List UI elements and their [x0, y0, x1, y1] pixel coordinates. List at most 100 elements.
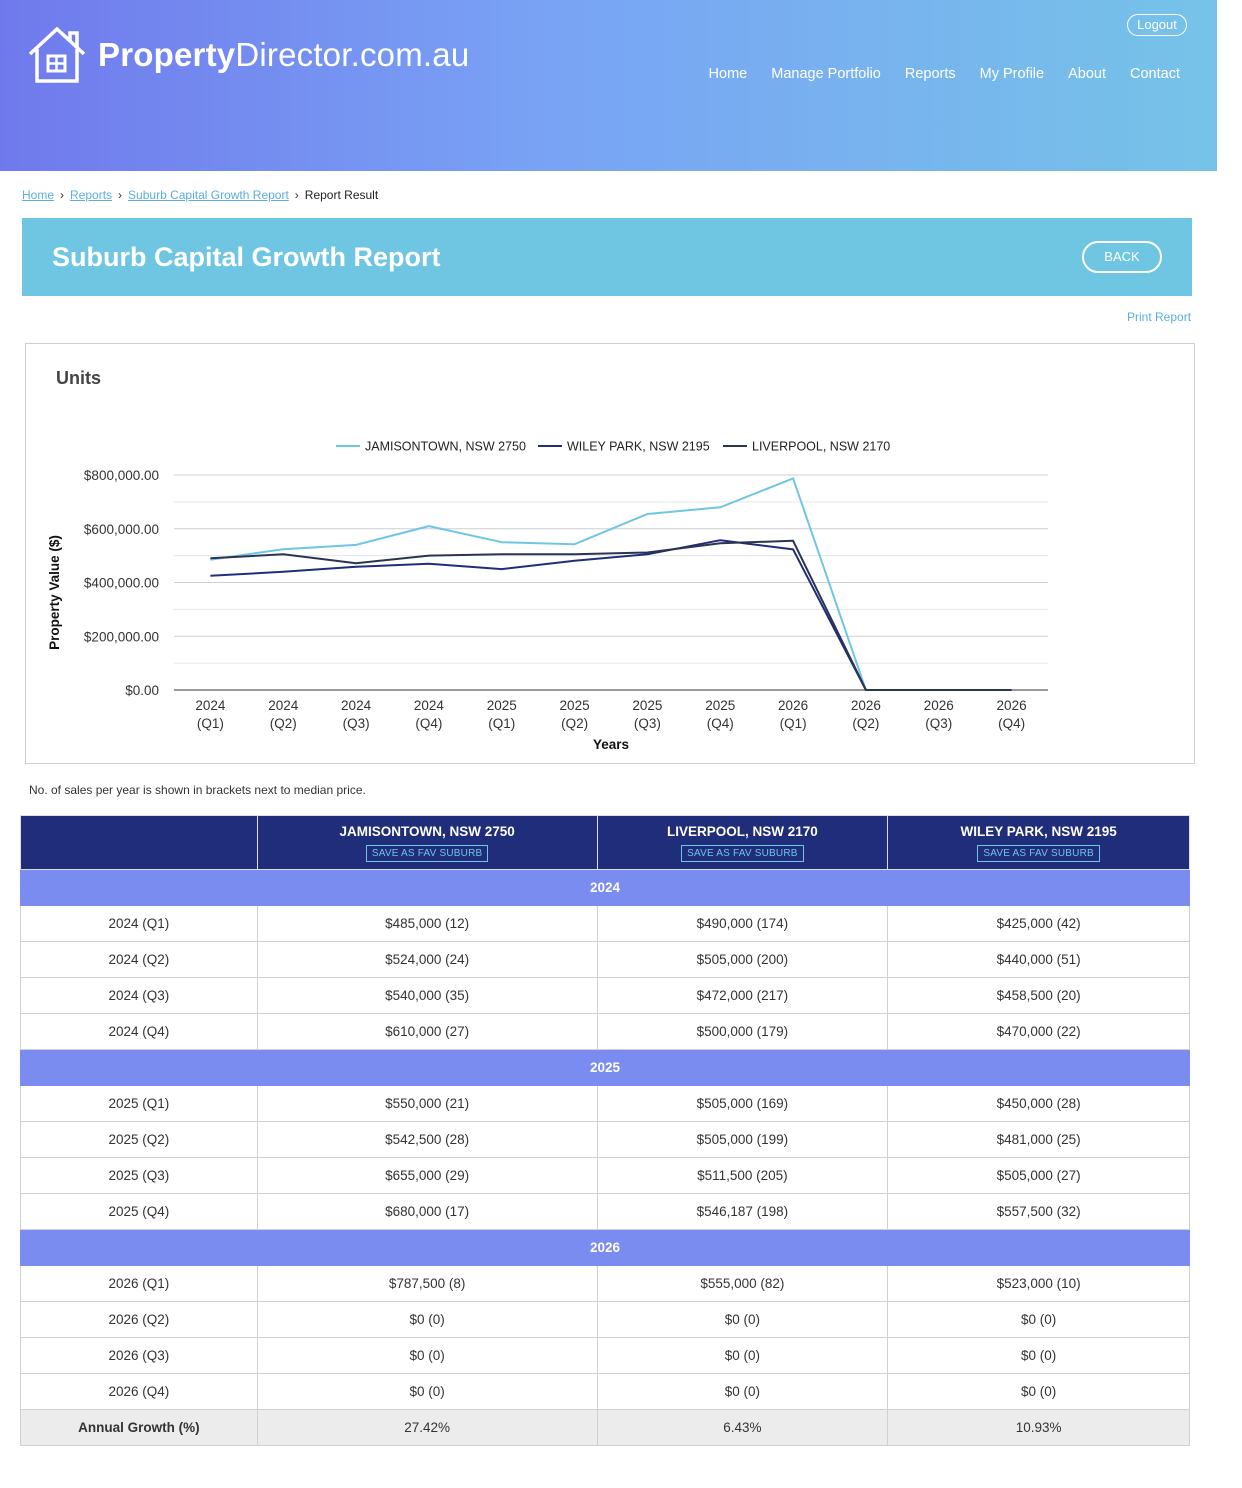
quarter-cell: 2025 (Q4): [20, 1193, 258, 1230]
x-tick-label: 2024: [195, 698, 226, 713]
breadcrumb-suburb-report[interactable]: Suburb Capital Growth Report: [128, 188, 289, 202]
x-tick-label: (Q2): [852, 716, 879, 731]
x-tick-label: 2024: [341, 698, 372, 713]
chevron-right-icon: ›: [118, 188, 123, 202]
value-cell: $505,000 (27): [887, 1157, 1190, 1194]
x-tick-label: (Q3): [634, 716, 661, 731]
value-cell: $505,000 (169): [596, 1085, 889, 1122]
nav-my-profile[interactable]: My Profile: [979, 66, 1045, 82]
save-fav-suburb-button[interactable]: SAVE AS FAV SUBURB: [681, 845, 804, 862]
value-cell: $610,000 (27): [256, 1013, 598, 1050]
year-label: 2026: [20, 1229, 1190, 1266]
year-label: 2024: [20, 869, 1190, 906]
x-tick-label: (Q4): [415, 716, 442, 731]
value-cell: $458,500 (20): [887, 977, 1190, 1014]
breadcrumb: Home › Reports › Suburb Capital Growth R…: [22, 188, 378, 202]
nav-reports[interactable]: Reports: [904, 66, 956, 82]
y-tick-label: $200,000.00: [84, 629, 159, 644]
print-report-link[interactable]: Print Report: [1127, 310, 1192, 324]
x-tick-label: 2025: [560, 698, 590, 713]
breadcrumb-reports[interactable]: Reports: [70, 188, 113, 202]
quarter-cell: 2026 (Q4): [20, 1373, 258, 1410]
growth-table: JAMISONTOWN, NSW 2750 SAVE AS FAV SUBURB …: [20, 815, 1190, 1446]
value-cell: $485,000 (12): [256, 905, 598, 942]
nav-contact[interactable]: Contact: [1130, 66, 1180, 82]
x-tick-label: (Q3): [925, 716, 952, 731]
y-tick-label: $0.00: [125, 683, 159, 698]
quarter-cell: 2024 (Q4): [20, 1013, 258, 1050]
value-cell: $0 (0): [887, 1337, 1190, 1374]
table-row: 2026 (Q4) $0 (0) $0 (0) $0 (0): [20, 1373, 1190, 1410]
year-group-row: 2026: [20, 1229, 1190, 1266]
value-cell: $481,000 (25): [887, 1121, 1190, 1158]
logo-text-bold: Property: [98, 36, 236, 73]
x-tick-label: 2026: [924, 698, 954, 713]
breadcrumb-home[interactable]: Home: [22, 188, 55, 202]
chart-title: Units: [56, 368, 101, 388]
value-cell: $450,000 (28): [887, 1085, 1190, 1122]
table-row: 2025 (Q2) $542,500 (28) $505,000 (199) $481…: [20, 1121, 1190, 1158]
value-cell: $511,500 (205): [596, 1157, 889, 1194]
value-cell: $470,000 (22): [887, 1013, 1190, 1050]
series-line: [210, 539, 1012, 691]
save-fav-suburb-button[interactable]: SAVE AS FAV SUBURB: [977, 845, 1100, 862]
table-row: 2026 (Q1) $787,500 (8) $555,000 (82) $523,0…: [20, 1265, 1190, 1302]
site-logo[interactable]: PropertyDirector.com.au: [26, 24, 469, 86]
column-header-label: LIVERPOOL, NSW 2170: [666, 824, 818, 839]
growth-label: Annual Growth (%): [20, 1409, 258, 1446]
column-header-label: JAMISONTOWN, NSW 2750: [339, 824, 515, 839]
quarter-cell: 2025 (Q1): [20, 1085, 258, 1122]
nav-about[interactable]: About: [1068, 66, 1107, 82]
table-row: 2024 (Q4) $610,000 (27) $500,000 (179) $470…: [20, 1013, 1190, 1050]
quarter-cell: 2024 (Q1): [20, 905, 258, 942]
quarter-cell: 2026 (Q2): [20, 1301, 258, 1338]
x-tick-label: (Q1): [197, 716, 224, 731]
table-row: 2024 (Q3) $540,000 (35) $472,000 (217) $458…: [20, 977, 1190, 1014]
x-tick-label: 2026: [778, 698, 808, 713]
annual-growth-row: Annual Growth (%) 27.42% 6.43% 10.93%: [20, 1409, 1190, 1446]
growth-value: 6.43%: [596, 1409, 889, 1446]
x-tick-label: (Q4): [998, 716, 1025, 731]
x-tick-label: 2025: [705, 698, 735, 713]
table-row: 2025 (Q4) $680,000 (17) $546,187 (198) $557…: [20, 1193, 1190, 1230]
table-row: 2025 (Q3) $655,000 (29) $511,500 (205) $505…: [20, 1157, 1190, 1194]
quarter-cell: 2025 (Q3): [20, 1157, 258, 1194]
y-tick-label: $600,000.00: [84, 522, 159, 537]
x-tick-label: (Q2): [270, 716, 297, 731]
nav-home[interactable]: Home: [708, 66, 748, 82]
x-tick-label: (Q1): [780, 716, 807, 731]
back-button[interactable]: BACK: [1082, 241, 1162, 273]
x-tick-label: 2024: [268, 698, 299, 713]
value-cell: $542,500 (28): [256, 1121, 598, 1158]
value-cell: $655,000 (29): [256, 1157, 598, 1194]
value-cell: $490,000 (174): [596, 905, 889, 942]
column-header-label: WILEY PARK, NSW 2195: [960, 824, 1117, 839]
table-header-row: JAMISONTOWN, NSW 2750 SAVE AS FAV SUBURB …: [20, 815, 1190, 870]
quarter-cell: 2026 (Q3): [20, 1337, 258, 1374]
x-tick-label: 2025: [487, 698, 517, 713]
page-title: Suburb Capital Growth Report: [52, 242, 441, 272]
value-cell: $440,000 (51): [887, 941, 1190, 978]
value-cell: $523,000 (10): [887, 1265, 1190, 1302]
nav-manage-portfolio[interactable]: Manage Portfolio: [771, 66, 881, 82]
y-tick-label: $800,000.00: [84, 468, 159, 483]
growth-value: 10.93%: [887, 1409, 1190, 1446]
value-cell: $550,000 (21): [256, 1085, 598, 1122]
y-tick-label: $400,000.00: [84, 576, 159, 591]
house-logo-icon: [28, 26, 86, 83]
quarter-cell: 2024 (Q2): [20, 941, 258, 978]
series-line: [210, 539, 1012, 691]
column-header: WILEY PARK, NSW 2195 SAVE AS FAV SUBURB: [887, 815, 1190, 870]
value-cell: $0 (0): [256, 1373, 598, 1410]
x-tick-label: (Q3): [343, 716, 370, 731]
page-title-bar: Suburb Capital Growth Report BACK: [22, 218, 1192, 296]
year-group-row: 2025: [20, 1049, 1190, 1086]
chevron-right-icon: ›: [60, 188, 65, 202]
y-axis-title: Property Value ($): [47, 535, 62, 650]
table-row: 2026 (Q2) $0 (0) $0 (0) $0 (0): [20, 1301, 1190, 1338]
value-cell: $0 (0): [256, 1337, 598, 1374]
logout-button[interactable]: Logout: [1127, 14, 1187, 36]
save-fav-suburb-button[interactable]: SAVE AS FAV SUBURB: [365, 845, 489, 862]
site-header: PropertyDirector.com.au Logout Home Mana…: [0, 0, 1217, 171]
value-cell: $0 (0): [596, 1337, 889, 1374]
